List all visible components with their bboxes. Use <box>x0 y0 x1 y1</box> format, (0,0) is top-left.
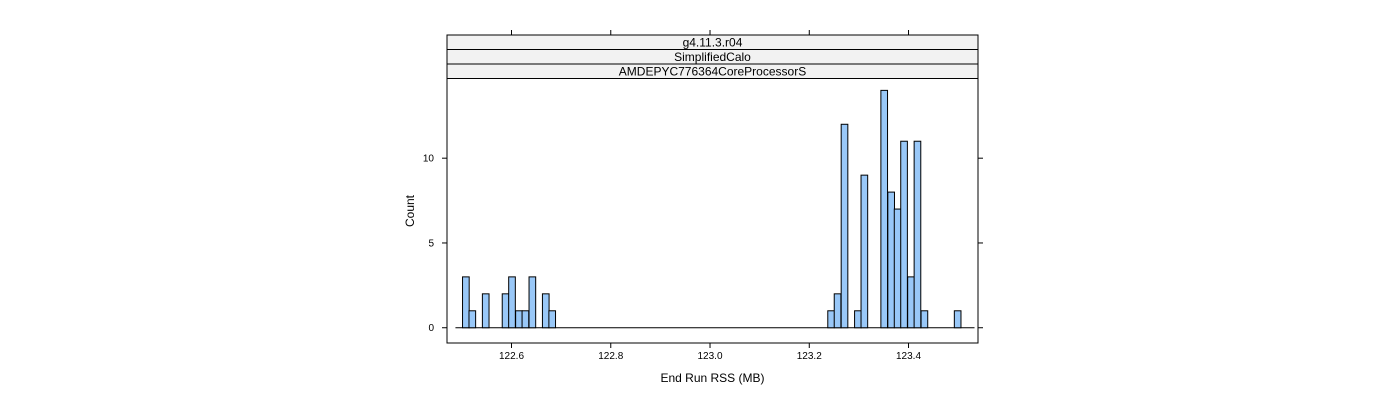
x-tick-label-4: 123.2 <box>797 351 822 362</box>
y-axis-ticks-right <box>978 157 983 329</box>
x-axis-ticks <box>511 343 910 348</box>
x-tick-label-3: 123.0 <box>698 351 723 362</box>
histogram-bar-4 <box>501 293 510 329</box>
strip-1-label: g4.11.3.r04 <box>683 36 743 50</box>
histogram-bar-7 <box>521 310 530 329</box>
histogram-bar-2 <box>468 310 477 329</box>
strip-2-label: SimplifiedCalo <box>674 50 751 64</box>
y-axis-ticks <box>442 157 447 329</box>
histogram-bar-21 <box>913 140 922 329</box>
histogram-bar-18 <box>893 208 902 329</box>
y-tick-label-10: 10 <box>423 154 435 165</box>
histogram-bar-14 <box>854 310 862 329</box>
strip-3-label: AMDEPYC776364CoreProcessorS <box>619 65 806 79</box>
histogram-bar-16 <box>880 89 889 329</box>
y-tick-label-0: 0 <box>428 323 434 334</box>
x-tick-label-5: 123.4 <box>896 351 921 362</box>
top-ticks <box>511 30 910 35</box>
strip-panel: g4.11.3.r04 SimplifiedCalo AMDEPYC776364… <box>446 34 979 79</box>
y-tick-label-5: 5 <box>428 238 434 249</box>
histogram-bar-1 <box>462 276 470 329</box>
x-axis-title: End Run RSS (MB) <box>660 371 764 385</box>
histogram-bar-5 <box>508 276 516 329</box>
x-tick-label-1: 122.6 <box>499 351 524 362</box>
plot-frame <box>446 78 979 344</box>
histogram-bar-20 <box>907 276 915 329</box>
histogram-bar-11 <box>827 310 835 329</box>
y-axis-title: Count <box>403 194 417 227</box>
histogram-bar-6 <box>515 310 523 329</box>
histogram-bar-9 <box>541 293 550 329</box>
histogram-bar-3 <box>481 293 490 329</box>
x-tick-label-2: 122.8 <box>598 351 623 362</box>
histogram-bar-17 <box>887 191 895 329</box>
histogram-bar-8 <box>528 276 537 329</box>
histogram-bar-15 <box>860 174 869 329</box>
histogram-bar-19 <box>900 140 908 329</box>
histogram-bar-23 <box>953 310 962 329</box>
histogram-bar-22 <box>920 310 929 329</box>
histogram-bar-10 <box>548 310 557 329</box>
histogram-bar-13 <box>840 123 849 329</box>
histogram-bar-12 <box>833 293 842 329</box>
bars-group <box>462 89 962 329</box>
